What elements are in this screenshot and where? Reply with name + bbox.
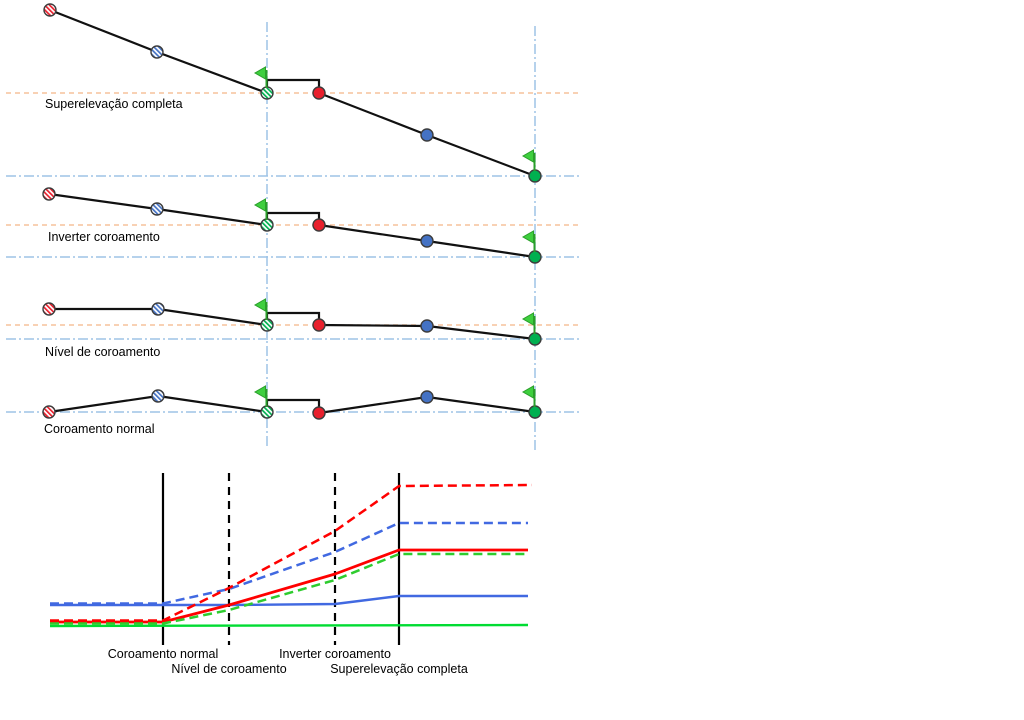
flag-icon bbox=[521, 385, 536, 407]
chart-series-green-dashed bbox=[50, 552, 528, 625]
marker-red-filled bbox=[312, 218, 326, 232]
stage-label: Superelevação completa bbox=[330, 662, 468, 676]
marker-red-filled bbox=[312, 318, 326, 332]
chart-series-red-dashed bbox=[50, 483, 533, 622]
flag-pennant bbox=[521, 149, 534, 163]
section-label: Nível de coroamento bbox=[45, 345, 160, 359]
cross-section-4: Coroamento normal bbox=[6, 385, 580, 436]
marker-red-hatched bbox=[43, 3, 57, 17]
flag-pennant bbox=[253, 198, 266, 212]
marker-red-hatched bbox=[42, 187, 56, 201]
marker-green-hatched bbox=[260, 318, 274, 332]
marker-green-filled bbox=[528, 169, 542, 183]
crown-step bbox=[265, 211, 321, 225]
marker-blue-hatched bbox=[150, 45, 164, 59]
cross-section-1: Superelevação completa bbox=[6, 3, 580, 183]
chart-series-blue-solid bbox=[50, 594, 528, 607]
flag-pennant bbox=[253, 66, 266, 80]
chart-series-red-solid bbox=[50, 548, 528, 624]
crown-step bbox=[265, 78, 321, 93]
marker-blue-filled bbox=[420, 390, 434, 404]
flag-pennant bbox=[253, 385, 266, 399]
marker-green-filled bbox=[528, 332, 542, 346]
marker-blue-hatched bbox=[151, 389, 165, 403]
crown-step bbox=[265, 398, 321, 412]
marker-red-filled bbox=[312, 406, 326, 420]
crown-step bbox=[265, 311, 321, 325]
chart-series-green-solid bbox=[49, 623, 529, 628]
flag-pennant bbox=[521, 385, 534, 399]
marker-green-filled bbox=[528, 405, 542, 419]
flag-pennant bbox=[521, 230, 534, 244]
flag-icon bbox=[253, 385, 268, 407]
marker-blue-hatched bbox=[151, 302, 165, 316]
cross-section-3: Nível de coroamento bbox=[6, 298, 580, 359]
chart-series-blue-dashed bbox=[50, 521, 528, 605]
flag-icon bbox=[253, 298, 268, 320]
flag-icon bbox=[521, 149, 536, 171]
flag-icon bbox=[253, 198, 268, 220]
stage-label: Inverter coroamento bbox=[279, 647, 391, 661]
marker-blue-filled bbox=[420, 319, 434, 333]
flag-pennant bbox=[521, 312, 534, 326]
marker-green-hatched bbox=[260, 86, 274, 100]
marker-blue-hatched bbox=[150, 202, 164, 216]
marker-green-hatched bbox=[260, 405, 274, 419]
marker-red-filled bbox=[312, 86, 326, 100]
marker-green-filled bbox=[528, 250, 542, 264]
flag-icon bbox=[253, 66, 268, 88]
stage-label: Coroamento normal bbox=[108, 647, 218, 661]
section-label: Coroamento normal bbox=[44, 422, 154, 436]
marker-red-hatched bbox=[42, 405, 56, 419]
flag-icon bbox=[521, 312, 536, 334]
flag-icon bbox=[521, 230, 536, 252]
marker-blue-filled bbox=[420, 128, 434, 142]
marker-blue-filled bbox=[420, 234, 434, 248]
section-label: Superelevação completa bbox=[45, 97, 183, 111]
flag-pennant bbox=[253, 298, 266, 312]
stage-label: Nível de coroamento bbox=[171, 662, 286, 676]
marker-green-hatched bbox=[260, 218, 274, 232]
marker-red-hatched bbox=[42, 302, 56, 316]
cross-section-2: Inverter coroamento bbox=[6, 187, 580, 264]
section-label: Inverter coroamento bbox=[48, 230, 160, 244]
